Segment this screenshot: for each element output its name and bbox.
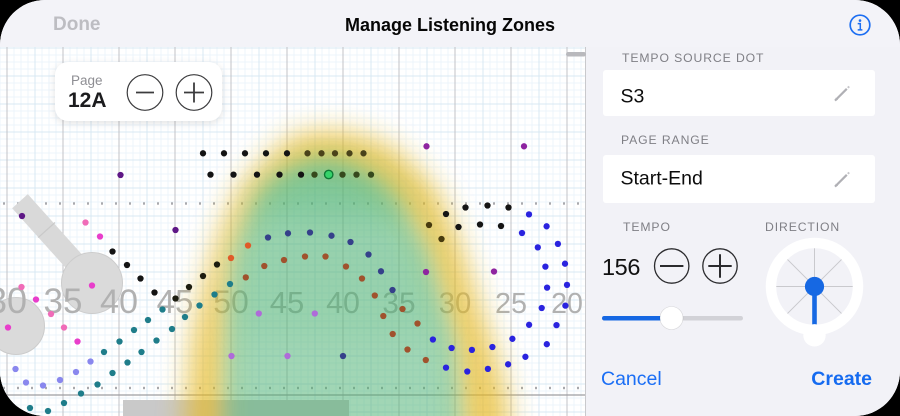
svg-text:25: 25 (495, 288, 527, 320)
svg-text:40: 40 (100, 283, 138, 321)
